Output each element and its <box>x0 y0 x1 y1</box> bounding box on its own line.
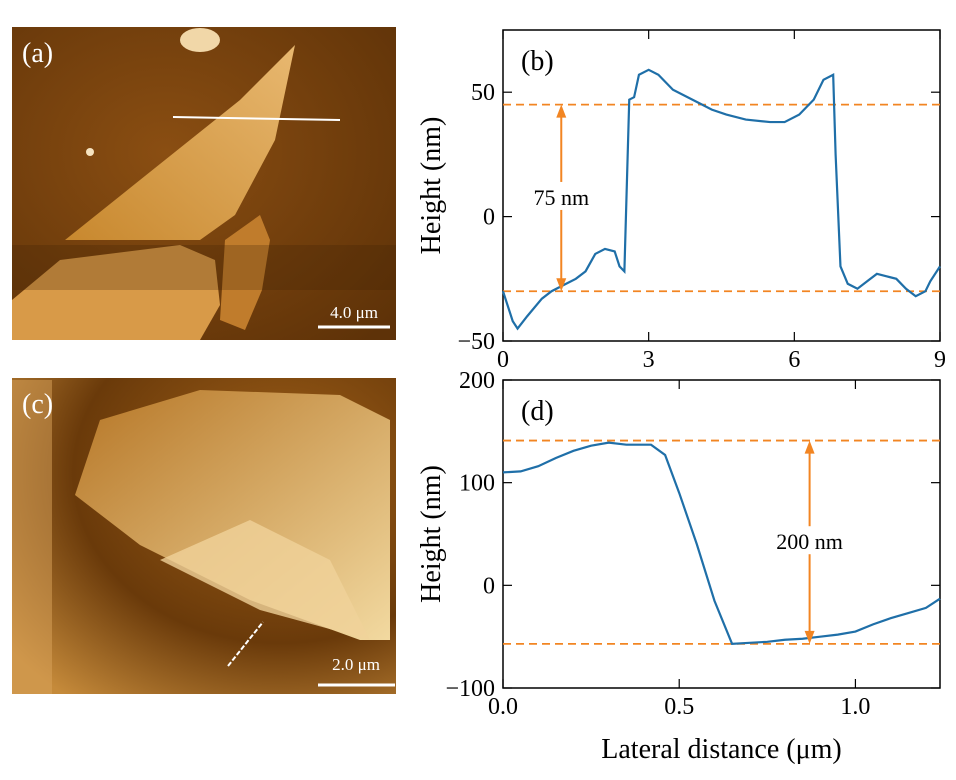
annotation-bg <box>769 526 850 555</box>
y-axis-label: Height (nm) <box>416 465 447 603</box>
scale-bar-label: 4.0 μm <box>330 303 378 322</box>
profile-line <box>501 68 941 331</box>
scale-bar-label: 2.0 μm <box>332 655 380 674</box>
annotation: 75 nm <box>533 185 589 210</box>
annotation-bg <box>521 181 602 210</box>
y-tick-label: 200 <box>459 368 495 394</box>
annotation: 200 nm <box>776 529 843 554</box>
x-tick-label: 1.0 <box>840 694 870 720</box>
arrow-head <box>556 278 567 292</box>
arrow-head <box>804 630 815 644</box>
afm-image-c: (c) 2.0 μm <box>12 378 396 694</box>
arrow-head <box>556 104 567 118</box>
image-label: (c) <box>22 389 53 420</box>
plot-frame <box>502 379 941 689</box>
plot-frame <box>502 29 941 342</box>
x-axis-label: Lateral distance (μm) <box>601 734 841 765</box>
panel-label: (b) <box>521 46 554 77</box>
y-tick-label: 0 <box>483 573 495 599</box>
arrow-head <box>804 440 815 454</box>
x-tick-label: 3 <box>643 347 655 373</box>
y-tick-label: −50 <box>457 329 495 355</box>
y-tick-label: 0 <box>483 205 495 231</box>
x-tick-label: 0.5 <box>664 694 694 720</box>
x-tick-label: 0.0 <box>488 694 518 720</box>
y-tick-label: 100 <box>459 471 495 497</box>
y-tick-label: −100 <box>445 676 495 702</box>
panel-label: (d) <box>521 396 554 427</box>
y-tick-label: 50 <box>471 80 495 106</box>
x-tick-label: 6 <box>788 347 800 373</box>
y-axis-label: Height (nm) <box>416 117 447 255</box>
x-tick-label: 9 <box>934 347 946 373</box>
afm-image-a: (a) 4.0 μm <box>12 27 396 340</box>
image-label: (a) <box>22 38 53 69</box>
profile-line <box>502 441 941 645</box>
x-tick-label: 0 <box>497 347 509 373</box>
